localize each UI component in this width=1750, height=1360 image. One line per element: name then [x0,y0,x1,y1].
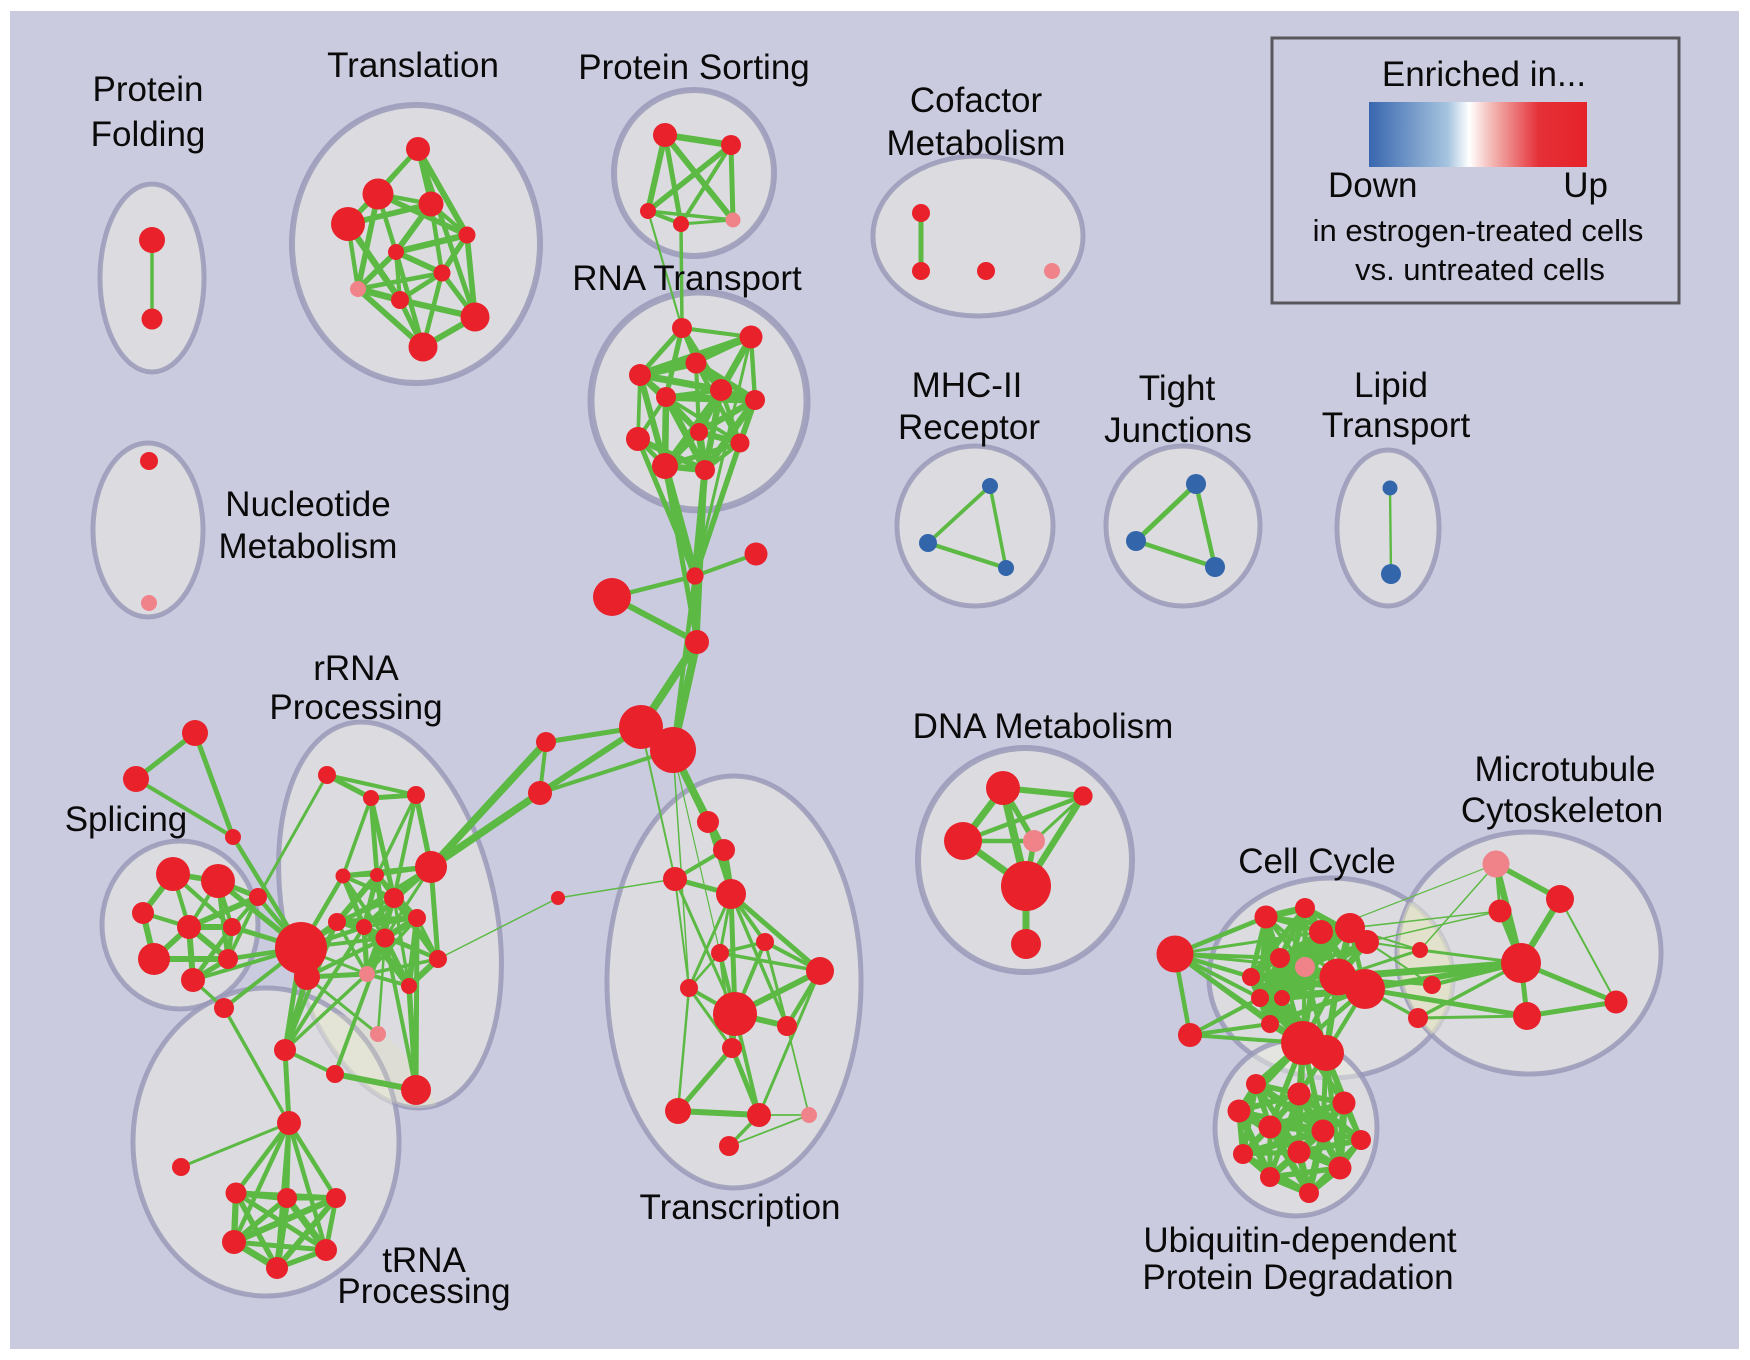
svg-text:Transcription: Transcription [640,1188,841,1227]
svg-text:Metabolism: Metabolism [887,124,1066,163]
svg-text:Nucleotide: Nucleotide [225,485,390,524]
svg-text:Junctions: Junctions [1104,411,1252,450]
svg-text:Tight: Tight [1139,369,1216,408]
svg-text:MHC-II: MHC-II [912,366,1023,405]
svg-text:Protein: Protein [93,70,204,109]
svg-text:Cofactor: Cofactor [910,81,1043,120]
svg-text:Cell Cycle: Cell Cycle [1238,842,1396,881]
svg-text:Transport: Transport [1322,406,1471,445]
svg-text:Processing: Processing [269,688,442,727]
svg-text:Enriched in...: Enriched in... [1382,55,1586,94]
svg-text:RNA Transport: RNA Transport [572,259,802,298]
svg-text:Cytoskeleton: Cytoskeleton [1461,791,1663,830]
svg-text:Splicing: Splicing [65,800,188,839]
svg-text:Microtubule: Microtubule [1475,750,1656,789]
svg-text:tRNA: tRNA [382,1241,466,1280]
svg-text:rRNA: rRNA [313,649,399,688]
svg-text:Folding: Folding [91,115,206,154]
svg-text:Translation: Translation [327,46,499,85]
svg-text:Protein Sorting: Protein Sorting [578,48,810,87]
svg-text:Ubiquitin-dependent: Ubiquitin-dependent [1143,1221,1457,1260]
svg-text:Up: Up [1563,166,1608,205]
svg-text:Processing: Processing [337,1272,510,1311]
svg-text:vs. untreated cells: vs. untreated cells [1355,252,1605,287]
svg-text:Metabolism: Metabolism [219,527,398,566]
svg-text:Receptor: Receptor [898,408,1040,447]
svg-text:DNA Metabolism: DNA Metabolism [913,707,1174,746]
svg-text:Protein Degradation: Protein Degradation [1142,1258,1453,1297]
svg-text:Down: Down [1328,166,1417,205]
svg-text:Lipid: Lipid [1354,366,1428,405]
svg-text:in estrogen-treated cells: in estrogen-treated cells [1313,213,1644,248]
